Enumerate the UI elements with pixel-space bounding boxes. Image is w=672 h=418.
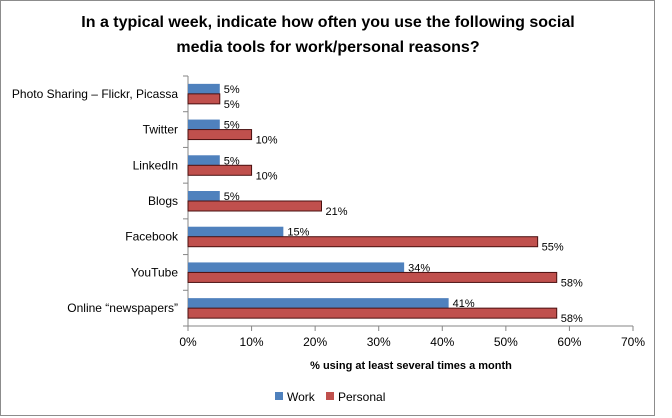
x-tick-label: 60% xyxy=(557,335,581,349)
bar-work xyxy=(188,262,405,273)
chart-frame xyxy=(0,0,655,416)
chart-title-line-2: media tools for work/personal reasons? xyxy=(176,39,479,56)
x-tick-label: 50% xyxy=(494,335,518,349)
data-label-personal: 5% xyxy=(224,99,240,111)
data-label-work: 5% xyxy=(224,191,240,203)
data-label-work: 34% xyxy=(408,262,430,274)
x-tick-label: 40% xyxy=(430,335,454,349)
category-label: Blogs xyxy=(148,194,178,208)
category-label: Online “newspapers” xyxy=(67,301,178,315)
category-label: LinkedIn xyxy=(133,158,178,172)
x-tick-label: 0% xyxy=(179,335,197,349)
bar-personal xyxy=(187,93,221,105)
bar-personal xyxy=(187,236,539,248)
chart-title-line-1: In a typical week, indicate how often yo… xyxy=(81,14,574,31)
bar-work xyxy=(188,155,220,166)
bar-work xyxy=(188,226,284,237)
data-label-work: 5% xyxy=(224,120,240,132)
bar-work xyxy=(188,119,220,130)
bar-personal xyxy=(187,200,322,212)
legend-swatch-work xyxy=(275,392,283,400)
data-label-work: 5% xyxy=(224,84,240,96)
data-label-personal: 21% xyxy=(326,206,348,218)
x-tick-label: 10% xyxy=(240,335,264,349)
category-label: Twitter xyxy=(143,123,178,137)
bar-work xyxy=(188,298,449,309)
x-axis-label: % using at least several times a month xyxy=(310,360,512,372)
data-label-personal: 58% xyxy=(561,277,583,289)
bar-work xyxy=(188,83,220,94)
data-label-personal: 10% xyxy=(256,170,278,182)
data-label-work: 15% xyxy=(287,227,309,239)
data-label-personal: 10% xyxy=(256,135,278,147)
bar-personal xyxy=(187,129,253,141)
bar-personal xyxy=(187,307,558,319)
legend-label-personal: Personal xyxy=(338,390,385,404)
bar-personal xyxy=(187,271,558,283)
category-label: Facebook xyxy=(125,230,179,244)
data-label-work: 41% xyxy=(453,298,475,310)
bar-personal xyxy=(187,164,253,176)
category-label: YouTube xyxy=(131,265,178,279)
x-tick-label: 20% xyxy=(303,335,327,349)
legend-label-work: Work xyxy=(287,390,316,404)
bar-work xyxy=(188,191,220,201)
x-tick-label: 70% xyxy=(621,335,645,349)
category-label: Photo Sharing – Flickr, Picassa xyxy=(12,87,178,101)
legend: Work Personal xyxy=(275,390,385,404)
legend-swatch-personal xyxy=(326,392,334,400)
data-label-personal: 58% xyxy=(561,313,583,325)
plot-area: 0% 10% 20% 30% 40% 50% 60% 70% Photo Sharing – F… xyxy=(12,75,645,349)
data-label-personal: 55% xyxy=(542,242,564,254)
data-label-work: 5% xyxy=(224,155,240,167)
x-tick-label: 30% xyxy=(367,335,391,349)
